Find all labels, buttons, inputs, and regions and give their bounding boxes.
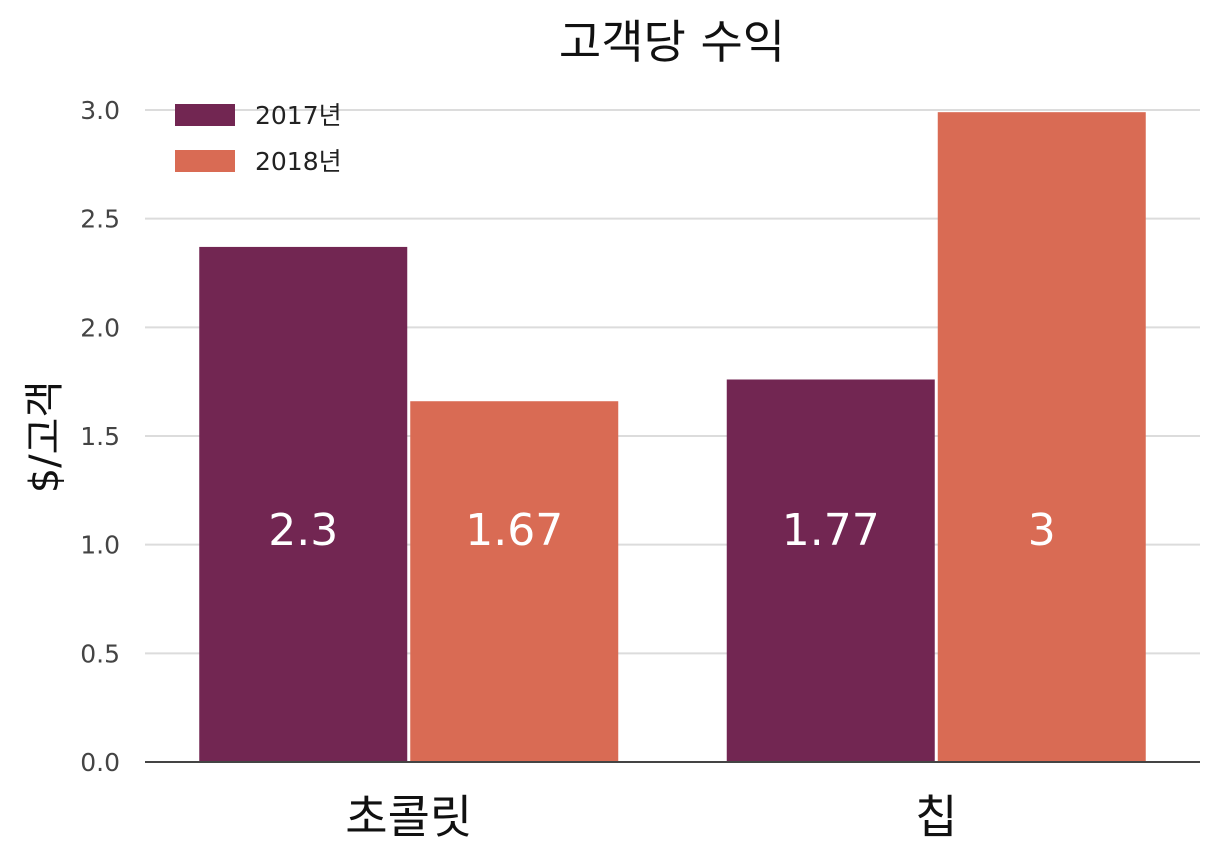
y-axis-label: $/고객 (22, 381, 68, 494)
x-tick-label: 초콜릿 (345, 790, 472, 844)
bar (937, 112, 1146, 762)
bar-value-label: 2.3 (268, 505, 338, 556)
bar (726, 379, 935, 762)
bar-value-label: 1.67 (465, 505, 563, 556)
legend-swatch (175, 104, 235, 126)
y-axis-ticks: 0.0 0.5 1.0 1.5 2.0 2.5 3.0 (80, 96, 120, 777)
bar (199, 246, 408, 763)
legend-swatch (175, 150, 235, 172)
legend: 2017년 2018년 (175, 101, 342, 176)
y-tick-label: 2.5 (80, 205, 120, 234)
y-tick-label: 0.0 (80, 748, 120, 777)
y-tick-label: 1.0 (80, 531, 120, 560)
bars (199, 112, 1146, 763)
bar (410, 401, 619, 762)
y-tick-label: 1.5 (80, 422, 120, 451)
bar-value-label: 1.77 (782, 505, 880, 556)
y-tick-label: 0.5 (80, 639, 120, 668)
y-tick-label: 2.0 (80, 313, 120, 342)
data-labels: 2.3 1.67 1.77 3 (268, 505, 1055, 556)
x-axis-ticks: 초콜릿 칩 (345, 790, 957, 844)
x-tick-label: 칩 (915, 790, 957, 844)
legend-label: 2017년 (255, 101, 342, 130)
y-tick-label: 3.0 (80, 96, 120, 125)
legend-label: 2018년 (255, 147, 342, 176)
bar-value-label: 3 (1028, 505, 1056, 556)
chart-title: 고객당 수익 (559, 15, 785, 69)
